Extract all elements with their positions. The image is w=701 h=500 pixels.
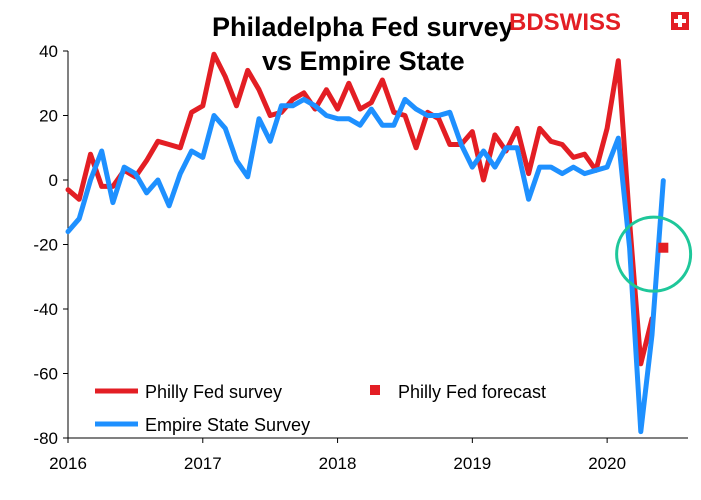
x-tick-label: 2017 (184, 454, 222, 473)
legend-label-forecast: Philly Fed forecast (398, 382, 546, 402)
x-tick-label: 2018 (319, 454, 357, 473)
legend-marker-forecast (370, 385, 380, 395)
y-tick-label: -40 (33, 300, 58, 319)
y-tick-label: 40 (39, 42, 58, 61)
y-ticks: 40 20 0 -20 -40 -60 -80 (33, 42, 68, 448)
cross-horizontal (674, 19, 686, 23)
y-tick-label: -80 (33, 429, 58, 448)
y-tick-label: 20 (39, 107, 58, 126)
series-line-philly-fed (65, 51, 655, 367)
series-line-empire-state (65, 96, 666, 435)
chart-title-line-2: vs Empire State (262, 46, 465, 76)
annotation-layer (615, 215, 693, 293)
legend: Philly Fed survey Philly Fed forecast Em… (95, 382, 546, 435)
y-tick-label: -20 (33, 236, 58, 255)
chart-title-line-1: Philadelpha Fed survey (212, 12, 514, 42)
x-tick-label: 2019 (453, 454, 491, 473)
bdswiss-logo: BDSWISS (509, 9, 689, 36)
y-tick-label: 0 (49, 171, 58, 190)
series-layer (65, 51, 669, 435)
highlight-circle (615, 215, 693, 293)
y-tick-label: -60 (33, 365, 58, 384)
x-ticks: 2016 2017 2018 2019 2020 (49, 438, 626, 473)
forecast-point (658, 242, 669, 253)
x-tick-label: 2020 (588, 454, 626, 473)
x-tick-label: 2016 (49, 454, 87, 473)
logo-text: BDSWISS (509, 9, 621, 36)
legend-label-philly: Philly Fed survey (145, 382, 282, 402)
legend-label-empire: Empire State Survey (145, 415, 310, 435)
